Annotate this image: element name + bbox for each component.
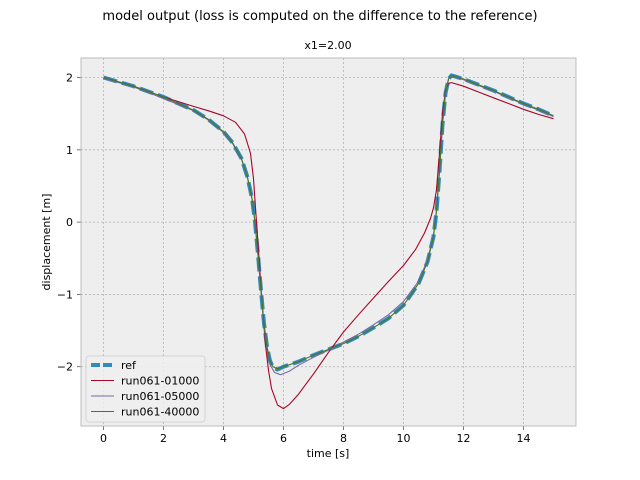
series-lines <box>102 73 555 410</box>
legend: ref run061-01000 run061-05000 run061-40000 <box>85 355 206 423</box>
y-tick-label: −2 <box>57 361 73 374</box>
legend-box <box>85 355 206 423</box>
series-line-run061-01000 <box>103 76 554 410</box>
legend-label: run061-01000 <box>121 375 199 388</box>
y-tick-label: 2 <box>66 72 73 85</box>
grid <box>81 58 576 426</box>
x-tick-label: 2 <box>160 432 167 445</box>
x-tick-label: 0 <box>100 432 107 445</box>
x-tick-label: 10 <box>397 432 411 445</box>
legend-label: run061-40000 <box>121 406 199 419</box>
legend-label: ref <box>121 359 137 372</box>
x-axis-label: time [s] <box>307 447 350 460</box>
y-axis: −2 −1 0 1 2 <box>57 72 81 374</box>
legend-label: run061-05000 <box>121 390 199 403</box>
y-tick-label: 0 <box>66 216 73 229</box>
x-tick-label: 8 <box>340 432 347 445</box>
plot-frame <box>80 57 577 427</box>
x-tick-label: 6 <box>280 432 287 445</box>
x-axis: 0 2 4 6 8 10 12 14 <box>100 426 531 445</box>
x-tick-label: 14 <box>517 432 531 445</box>
y-tick-label: 1 <box>66 144 73 157</box>
series-line-run061-40000 <box>103 74 554 370</box>
y-axis-label: displacement [m] <box>40 194 53 291</box>
axes-title: x1=2.00 <box>304 39 351 52</box>
y-tick-label: −1 <box>57 288 73 301</box>
x-tick-label: 4 <box>220 432 227 445</box>
x-tick-label: 12 <box>457 432 471 445</box>
figure-suptitle: model output (loss is computed on the di… <box>102 9 537 24</box>
